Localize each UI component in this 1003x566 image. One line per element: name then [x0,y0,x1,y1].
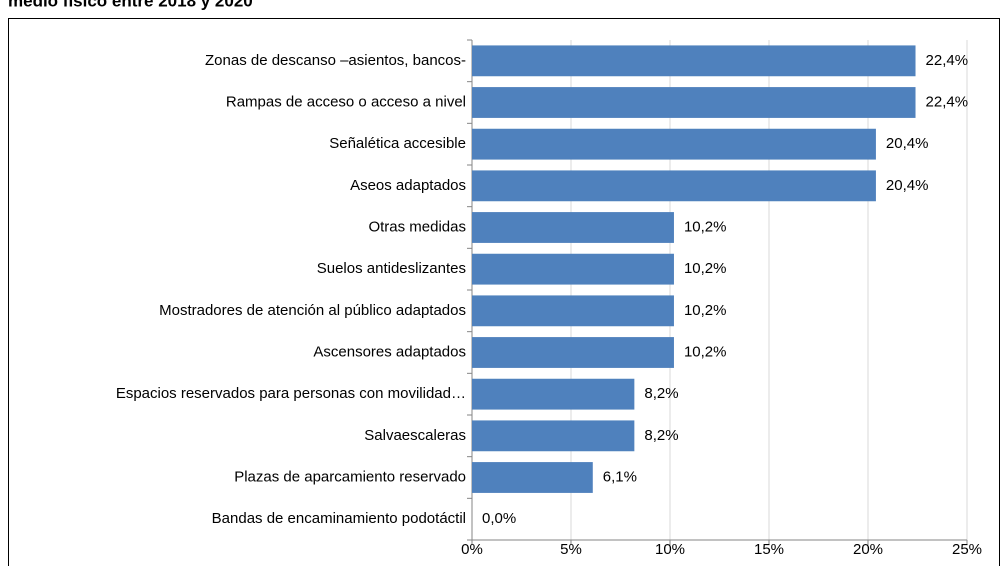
value-label: 8,2% [644,385,678,402]
value-label: 10,2% [684,302,727,319]
value-label: 10,2% [684,260,727,277]
chart-border [8,18,1000,566]
bar [472,420,635,452]
y-tick-label: Bandas de encaminamiento podotáctil [212,510,466,527]
value-label: 6,1% [603,468,637,485]
value-label: 20,4% [886,177,929,194]
bar [472,337,674,368]
value-label: 10,2% [684,218,727,235]
x-tick-label: 15% [754,541,784,558]
y-tick-label: Ascensores adaptados [313,343,466,360]
y-tick-label: Espacios reservados para personas con mo… [116,385,466,402]
y-tick-label: Mostradores de atención al público adapt… [159,302,466,319]
y-tick-label: Aseos adaptados [350,177,466,194]
y-tick-label: Suelos antideslizantes [317,260,466,277]
y-tick-label: Salvaescaleras [364,427,466,444]
value-label: 22,4% [926,52,969,69]
bar [472,128,876,160]
value-label: 8,2% [644,427,678,444]
bar [472,212,674,243]
x-tick-label: 0% [461,541,483,558]
x-tick-label: 20% [853,541,883,558]
value-label: 10,2% [684,343,727,360]
y-tick-label: Rampas de acceso o acceso a nivel [226,93,466,110]
y-tick-label: Señalética accesible [329,135,466,152]
y-tick-label: Plazas de aparcamiento reservado [234,468,466,485]
x-tick-label: 10% [655,541,685,558]
bar [472,87,916,118]
bar [472,253,674,285]
chart-title: medio físico entre 2018 y 2020 [8,0,253,10]
x-tick-label: 5% [560,541,582,558]
bar [472,462,593,493]
value-label: 22,4% [926,93,969,110]
y-tick-label: Otras medidas [368,218,466,235]
bar [472,378,635,410]
bar [472,295,674,327]
y-tick-label: Zonas de descanso –asientos, bancos- [205,52,466,69]
bar [472,170,876,202]
bar [472,45,916,77]
value-label: 0,0% [482,510,516,527]
value-label: 20,4% [886,135,929,152]
x-tick-label: 25% [952,541,982,558]
